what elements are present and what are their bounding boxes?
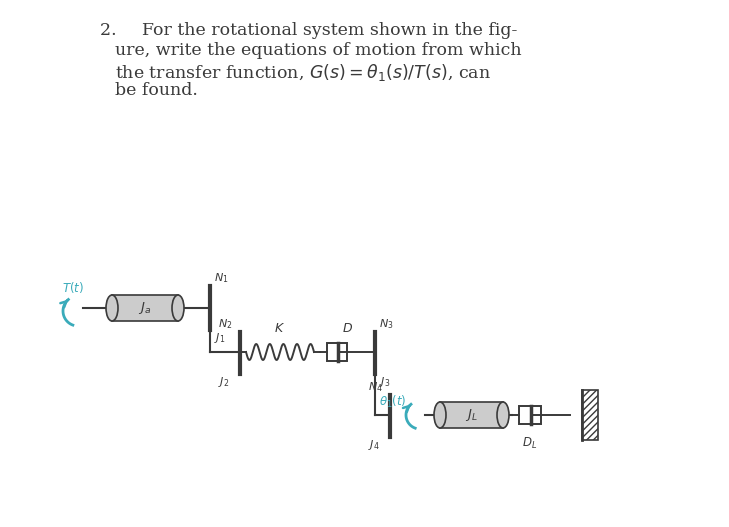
Text: $D$: $D$ (342, 322, 353, 335)
Text: 2.    For the rotational system shown in the fig-: 2. For the rotational system shown in th… (100, 22, 518, 39)
Ellipse shape (172, 295, 184, 321)
Text: $T(t)$: $T(t)$ (62, 280, 84, 295)
Text: $\theta_1(t)$: $\theta_1(t)$ (379, 394, 407, 410)
Bar (519, 406, 541, 424)
Text: $N_2$: $N_2$ (218, 317, 233, 331)
Bar (582, 390, 598, 440)
Ellipse shape (497, 402, 509, 428)
Text: $N_3$: $N_3$ (379, 317, 394, 331)
Bar (440, 402, 503, 428)
Text: be found.: be found. (115, 82, 198, 99)
Text: $N_4$: $N_4$ (368, 380, 383, 394)
Text: $J_4$: $J_4$ (368, 438, 380, 452)
Bar (112, 295, 178, 321)
Text: $J_L$: $J_L$ (465, 407, 477, 423)
Text: the transfer function, $G(s) = \theta_1(s)/T(s)$, can: the transfer function, $G(s) = \theta_1(… (115, 62, 491, 83)
Ellipse shape (434, 402, 446, 428)
Text: $J_a$: $J_a$ (139, 300, 152, 316)
Text: $J_1$: $J_1$ (214, 331, 225, 345)
Ellipse shape (106, 295, 118, 321)
Text: $N_1$: $N_1$ (214, 271, 229, 285)
Text: $K$: $K$ (275, 322, 286, 335)
Text: ure, write the equations of motion from which: ure, write the equations of motion from … (115, 42, 522, 59)
Text: $D_L$: $D_L$ (523, 436, 537, 451)
Text: $J_3$: $J_3$ (379, 375, 390, 389)
Bar (327, 343, 347, 361)
Text: $J_2$: $J_2$ (218, 375, 229, 389)
